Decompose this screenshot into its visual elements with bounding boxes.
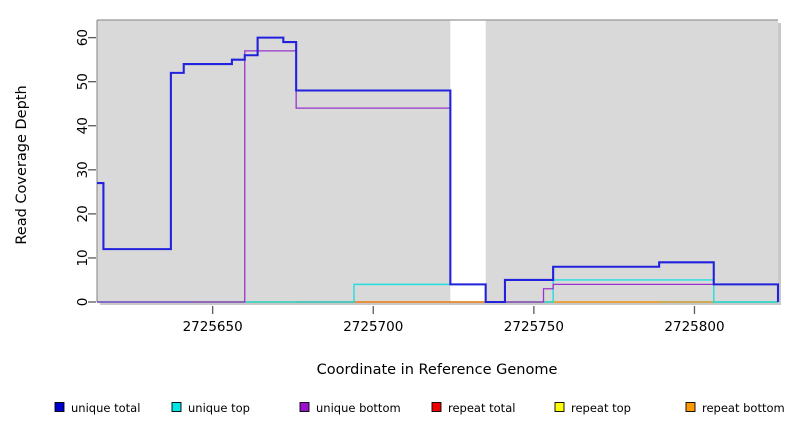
series-unique-total-seg0 bbox=[97, 36, 780, 304]
legend-unique-top-label: unique top bbox=[188, 401, 250, 415]
legend-repeat-total[interactable]: repeat total bbox=[431, 401, 515, 415]
panel-right-shadow bbox=[778, 23, 781, 305]
legend-unique-bottom-label: unique bottom bbox=[316, 401, 401, 415]
legend-repeat-bottom[interactable]: repeat bottom bbox=[685, 401, 785, 415]
legend-repeat-top-label: repeat top bbox=[571, 401, 631, 415]
panel-bottom-shadow bbox=[100, 302, 778, 305]
legend-repeat-top[interactable]: repeat top bbox=[554, 401, 631, 415]
legend-unique-bottom-swatch-icon bbox=[299, 402, 310, 412]
y-tick-label-60: 60 bbox=[75, 29, 91, 46]
legend-repeat-bottom-label: repeat bottom bbox=[702, 401, 785, 415]
legend-repeat-top-swatch-icon bbox=[554, 402, 565, 412]
y-tick-label-50: 50 bbox=[75, 73, 91, 90]
legend-unique-top[interactable]: unique top bbox=[171, 401, 250, 415]
legend-unique-total[interactable]: unique total bbox=[54, 401, 140, 415]
x-axis-title: Coordinate in Reference Genome bbox=[317, 362, 558, 378]
legend-unique-total-label: unique total bbox=[71, 401, 140, 415]
legend-repeat-total-swatch-icon bbox=[431, 402, 442, 412]
x-tick-label-2725750: 2725750 bbox=[504, 319, 564, 335]
panel-background-right bbox=[485, 20, 778, 302]
legend-unique-total-swatch-icon bbox=[54, 402, 65, 412]
panel-background-left bbox=[97, 20, 451, 302]
plot-panel bbox=[96, 19, 781, 305]
legend-repeat-total-label: repeat total bbox=[448, 401, 515, 415]
legend-repeat-bottom-swatch-icon bbox=[685, 402, 696, 412]
axis-layer: 0 10 20 30 40 50 60 2725650 2725700 2725750 272580… bbox=[75, 29, 725, 335]
x-tick-label-2725700: 2725700 bbox=[343, 319, 403, 335]
y-tick-label-40: 40 bbox=[75, 117, 91, 134]
y-tick-label-10: 10 bbox=[75, 249, 91, 266]
x-tick-label-2725650: 2725650 bbox=[183, 319, 243, 335]
y-tick-label-20: 20 bbox=[75, 205, 91, 222]
legend-unique-top-swatch-icon bbox=[171, 402, 182, 412]
x-tick-label-2725800: 2725800 bbox=[664, 319, 724, 335]
series-unique-bottom-seg0 bbox=[97, 50, 779, 303]
series-layer bbox=[97, 36, 780, 304]
y-tick-label-0: 0 bbox=[75, 298, 91, 307]
y-axis-title: Read Coverage Depth bbox=[14, 85, 30, 244]
y-tick-label-30: 30 bbox=[75, 161, 91, 178]
legend-unique-bottom[interactable]: unique bottom bbox=[299, 401, 401, 415]
chart-legend: unique total unique top unique bottom repea… bbox=[54, 401, 785, 415]
